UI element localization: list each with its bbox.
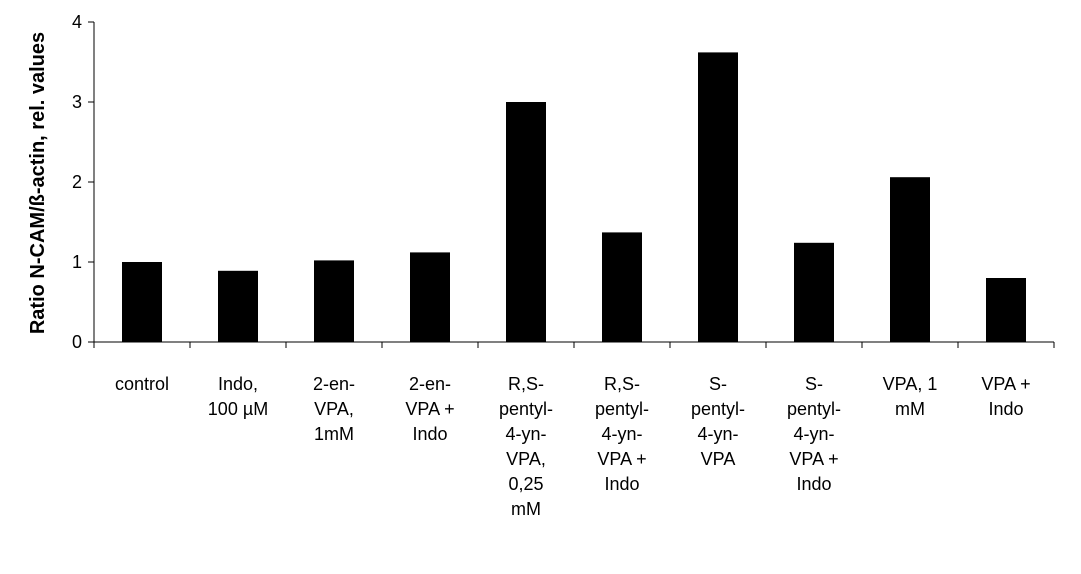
y-tick-label: 1: [72, 252, 82, 272]
x-category-label-line: pentyl-: [787, 399, 841, 419]
x-category-label: 2-en- VPA, 1mM: [313, 374, 355, 444]
x-category-label: R,S-pentyl- 4-yn- VPA + Indo: [595, 374, 649, 494]
y-tick-label: 0: [72, 332, 82, 352]
x-category-label-line: VPA +: [789, 449, 838, 469]
x-category-label-line: VPA,: [506, 449, 546, 469]
x-category-label-line: Indo: [796, 474, 831, 494]
x-category-label-line: 1mM: [314, 424, 354, 444]
x-category-label: S-pentyl- 4-yn- VPA: [691, 374, 745, 469]
x-category-label-line: R,S-: [604, 374, 640, 394]
y-tick-label: 4: [72, 12, 82, 32]
x-category-label-line: 0,25: [508, 474, 543, 494]
y-axis-label-group: Ratio N-CAM/ß-actin, rel. values: [27, 32, 49, 334]
bar: [890, 177, 930, 342]
x-category-label-line: pentyl-: [499, 399, 553, 419]
x-category-label-line: VPA, 1: [883, 374, 938, 394]
x-category-label-line: mM: [511, 499, 541, 519]
x-category-label-line: control: [115, 374, 169, 394]
bar: [410, 252, 450, 342]
x-category-label-line: VPA +: [405, 399, 454, 419]
x-category-label: 2-en- VPA + Indo: [405, 374, 454, 444]
x-category-label-line: S-: [709, 374, 727, 394]
x-category-label-line: VPA,: [314, 399, 354, 419]
y-axis-label: Ratio N-CAM/ß-actin, rel. values: [27, 32, 49, 334]
x-category-label-line: 4-yn-: [793, 424, 834, 444]
x-category-label: control: [115, 374, 169, 394]
bars: [122, 52, 1026, 343]
x-category-label-line: Indo: [604, 474, 639, 494]
bar: [986, 278, 1026, 342]
bar: [698, 52, 738, 343]
x-category-labels: control Indo, 100 µM 2-en- VPA, 1mM 2-en- VPA +…: [115, 374, 1031, 519]
x-category-label-line: 2-en-: [313, 374, 355, 394]
x-category-label-line: R,S-: [508, 374, 544, 394]
x-category-label: Indo, 100 µM: [208, 374, 268, 419]
bar: [794, 242, 834, 342]
x-category-label-line: 4-yn-: [601, 424, 642, 444]
bar: [218, 270, 258, 342]
x-category-label-line: pentyl-: [691, 399, 745, 419]
x-category-label-line: Indo: [412, 424, 447, 444]
x-category-label-line: 100 µM: [208, 399, 268, 419]
bar: [314, 260, 354, 342]
x-category-label: S-pentyl- 4-yn- VPA + Indo: [787, 374, 841, 494]
x-category-label-line: Indo: [988, 399, 1023, 419]
x-category-label: R,S-pentyl- 4-yn- VPA, 0,25 mM: [499, 374, 553, 519]
y-ticks: 0 1 2 3 4: [72, 12, 94, 352]
x-category-label-line: S-: [805, 374, 823, 394]
bar: [506, 102, 546, 342]
y-tick-label: 2: [72, 172, 82, 192]
x-category-label: VPA + Indo: [981, 374, 1030, 419]
y-tick-label: 3: [72, 92, 82, 112]
x-category-label: VPA, 1 mM: [883, 374, 938, 419]
x-category-label-line: VPA +: [981, 374, 1030, 394]
x-category-label-line: VPA +: [597, 449, 646, 469]
bar: [122, 262, 162, 342]
bar: [602, 232, 642, 342]
x-category-label-line: 2-en-: [409, 374, 451, 394]
x-category-label-line: 4-yn-: [505, 424, 546, 444]
x-category-label-line: VPA: [701, 449, 736, 469]
x-category-label-line: Indo,: [218, 374, 258, 394]
x-category-label-line: pentyl-: [595, 399, 649, 419]
x-category-label-line: 4-yn-: [697, 424, 738, 444]
x-category-label-line: mM: [895, 399, 925, 419]
